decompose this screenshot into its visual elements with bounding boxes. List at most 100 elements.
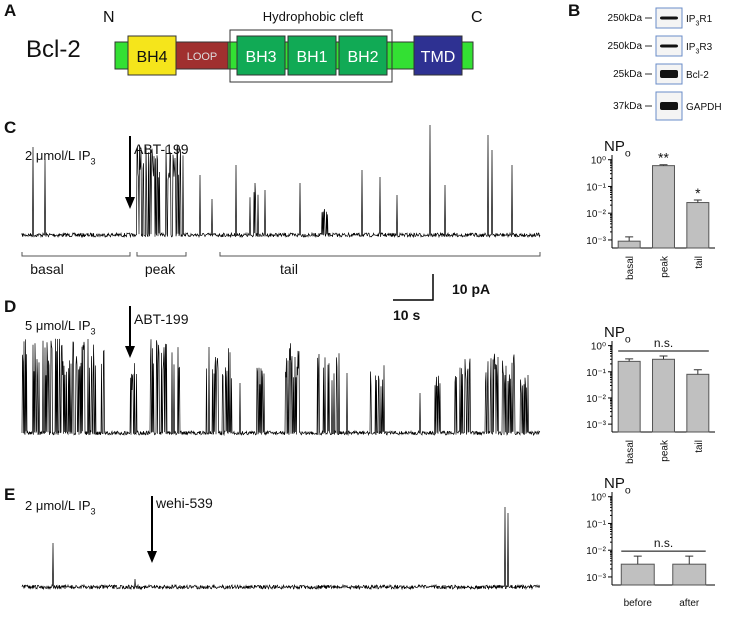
segment-bracket <box>136 252 187 257</box>
size-label: 250kDa <box>608 13 643 24</box>
condition-label: 5 μmol/L IP3 <box>25 318 96 337</box>
bar <box>686 202 710 249</box>
domain <box>236 35 286 76</box>
segment-label: peak <box>145 261 176 277</box>
domain-label: TMD <box>421 49 456 66</box>
x-tick-label: peak <box>660 439 671 462</box>
y-axis-label-main: NP <box>604 475 625 492</box>
domain-label: BH2 <box>347 49 378 66</box>
segment-bracket <box>219 252 541 257</box>
blot-label-sub: 3 <box>695 21 699 28</box>
x-tick-label: tail <box>694 256 705 269</box>
x-tick-label: before <box>624 598 653 609</box>
x-tick-label: basal <box>625 440 636 464</box>
c-terminus: C <box>471 9 483 26</box>
current-trace <box>21 124 541 239</box>
domain <box>338 35 388 76</box>
arrow-head <box>147 551 157 563</box>
drug-label: wehi-539 <box>155 495 213 511</box>
protein-name: Bcl-2 <box>26 36 81 63</box>
bar <box>652 358 675 433</box>
domain <box>413 35 463 76</box>
blot-label-main: IP <box>686 42 696 53</box>
size-label: 250kDa <box>608 41 643 52</box>
error-bar <box>685 555 694 565</box>
domain <box>127 35 177 76</box>
segment-label: tail <box>280 261 298 277</box>
y-tick-label: 10⁰ <box>591 493 606 504</box>
size-label: 25kDa <box>613 69 642 80</box>
blot-band <box>660 70 678 78</box>
current-trace <box>21 506 540 591</box>
bar <box>652 165 675 249</box>
condition-label-sub: 3 <box>91 507 96 517</box>
condition-label-sub: 3 <box>91 157 96 167</box>
panel-label: C <box>4 118 16 137</box>
y-tick-label: 10⁻³ <box>586 573 606 584</box>
blot-band <box>660 44 678 48</box>
y-tick-label: 10⁻³ <box>586 236 606 247</box>
y-axis-label: NPo <box>604 138 631 159</box>
error-bar <box>625 358 634 362</box>
blot-label: IP3R1 <box>686 14 713 28</box>
error-bar <box>693 199 702 203</box>
y-tick-label: 10⁻² <box>586 209 606 220</box>
blot-label-rest: R3 <box>699 42 712 53</box>
domain <box>175 41 229 70</box>
y-axis-label-sub: o <box>625 147 631 159</box>
blot-label: GAPDH <box>686 102 722 113</box>
bar <box>686 373 710 433</box>
scale-bar <box>393 274 434 301</box>
blot-label: IP3R3 <box>686 42 713 56</box>
condition-label-sub: 3 <box>91 327 96 337</box>
condition-label: 2 μmol/L IP3 <box>25 148 96 167</box>
y-axis-label-sub: o <box>625 333 631 345</box>
panel-label: E <box>4 485 15 504</box>
x-tick-label: basal <box>625 256 636 280</box>
arrow-head <box>125 346 135 358</box>
y-tick-label: 10⁻² <box>586 546 606 557</box>
y-tick-label: 10⁻¹ <box>586 368 606 379</box>
y-tick-label: 10⁻² <box>586 394 606 405</box>
condition-label-main: 2 μmol/L IP <box>25 148 91 163</box>
blot-label-main: IP <box>686 14 696 25</box>
blot-label: Bcl-2 <box>686 70 709 81</box>
annotation: * <box>695 185 701 201</box>
x-tick-label: after <box>679 598 700 609</box>
condition-label-main: 5 μmol/L IP <box>25 318 91 333</box>
x-tick-label: tail <box>694 440 705 453</box>
condition-label-main: 2 μmol/L IP <box>25 498 91 513</box>
blot-label-sub: 3 <box>695 49 699 56</box>
significance-label: n.s. <box>654 536 673 550</box>
y-axis-label-sub: o <box>625 484 631 496</box>
error-bar <box>659 355 668 360</box>
domain <box>287 35 337 76</box>
blot-label-main: GAPDH <box>686 102 722 113</box>
panel-label: A <box>4 1 16 20</box>
cleft-label: Hydrophobic cleft <box>263 9 364 24</box>
x-tick-label: peak <box>660 255 671 278</box>
y-axis-label-main: NP <box>604 324 625 341</box>
drug-label: ABT-199 <box>134 311 189 327</box>
domain-label: BH4 <box>136 49 167 66</box>
blot-band <box>660 102 678 110</box>
y-axis-label: NPo <box>604 324 631 345</box>
panel-label: D <box>4 297 16 316</box>
y-tick-label: 10⁰ <box>591 156 606 167</box>
y-tick-label: 10⁻¹ <box>586 519 606 530</box>
error-bar <box>625 236 634 242</box>
annotation: ** <box>658 150 669 166</box>
bar <box>620 563 655 586</box>
size-label: 37kDa <box>613 101 642 112</box>
segment-bracket <box>21 252 131 257</box>
error-bar <box>693 369 702 375</box>
current-trace <box>21 338 541 437</box>
cleft-box <box>229 29 393 83</box>
y-tick-label: 10⁻¹ <box>586 182 606 193</box>
domain-label: BH3 <box>245 49 276 66</box>
bar <box>617 360 641 433</box>
condition-label: 2 μmol/L IP3 <box>25 498 96 517</box>
